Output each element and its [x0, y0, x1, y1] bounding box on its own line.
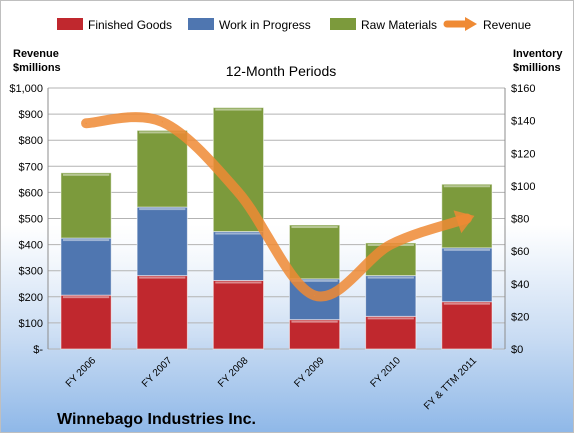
- bar-segment-finished-goods: [136, 275, 188, 350]
- revenue-point: [237, 191, 239, 193]
- bar-segment-highlight: [139, 208, 186, 211]
- bar-segment-highlight: [443, 185, 491, 188]
- bar-segment-finished-goods: [212, 279, 265, 350]
- bar-segment-highlight: [443, 302, 491, 305]
- left-tick-label: $700: [19, 161, 43, 173]
- category-labels: FY 2006 FY 2007 FY 2008 FY 2009 FY 2010 FY & …: [64, 355, 480, 412]
- left-tick-label: $400: [19, 240, 43, 252]
- bar-segment-highlight: [291, 320, 338, 323]
- bar-segment-highlight: [215, 232, 262, 235]
- legend-label-raw-materials: Raw Materials: [361, 18, 437, 32]
- bar-segment-highlight: [291, 279, 338, 282]
- legend: Finished Goods Work in Progress Raw Mate…: [57, 17, 531, 32]
- legend-swatch-raw-materials: [330, 18, 356, 30]
- right-axis-title-line2: $millions: [513, 62, 561, 74]
- bar-segment-highlight: [367, 276, 414, 279]
- left-tick-label: $800: [19, 135, 43, 147]
- right-tick-label: $40: [511, 279, 529, 291]
- legend-label-revenue: Revenue: [483, 18, 531, 32]
- left-tick-label: $1,000: [9, 83, 43, 95]
- left-axis-title-line1: Revenue: [13, 48, 59, 60]
- legend-swatch-finished-goods: [57, 18, 83, 30]
- bar-segment-highlight: [291, 226, 338, 229]
- right-tick-label: $80: [511, 214, 529, 226]
- category-label: FY & TTM 2011: [422, 355, 479, 412]
- bar-segment-work-in-progress: [441, 247, 493, 303]
- category-label: FY 2008: [216, 355, 251, 390]
- left-axis-title-line2: $millions: [13, 62, 61, 74]
- legend-arrowhead-revenue: [465, 17, 477, 31]
- bars: [60, 107, 493, 350]
- bar-segment-highlight: [62, 296, 110, 299]
- bar-segment-finished-goods: [365, 315, 417, 350]
- right-tick-label: $20: [511, 311, 529, 323]
- legend-label-finished-goods: Finished Goods: [88, 18, 172, 32]
- legend-label-work-in-progress: Work in Progress: [219, 18, 311, 32]
- axis-ticks: $- $100 $200 $300 $400 $500 $600 $700 $800 $900 $1…: [9, 83, 535, 356]
- category-label: FY 2007: [140, 355, 175, 390]
- revenue-point: [314, 294, 316, 296]
- bar-segment-raw-materials: [60, 172, 112, 239]
- bar-segment-raw-materials: [136, 129, 188, 208]
- right-tick-label: $60: [511, 246, 529, 258]
- bar-segment-highlight: [215, 108, 262, 111]
- right-tick-label: $120: [511, 148, 535, 160]
- bar-segment-work-in-progress: [60, 237, 112, 296]
- right-tick-label: $140: [511, 116, 535, 128]
- bar-segment-work-in-progress: [136, 206, 188, 277]
- category-label: FY 2010: [368, 355, 403, 390]
- bar-segment-work-in-progress: [212, 231, 265, 281]
- category-label: FY 2006: [64, 355, 99, 390]
- left-tick-label: $500: [19, 214, 43, 226]
- left-tick-label: $900: [19, 109, 43, 121]
- bar-segment-highlight: [443, 248, 491, 251]
- revenue-point: [161, 121, 163, 123]
- bar-segment-highlight: [215, 281, 262, 284]
- chart-subtitle: 12-Month Periods: [226, 63, 337, 79]
- left-tick-label: $-: [33, 344, 43, 356]
- revenue-line-layer: [81, 112, 475, 302]
- left-tick-label: $300: [19, 266, 43, 278]
- bar-segment-highlight: [62, 239, 110, 242]
- left-tick-label: $100: [19, 318, 43, 330]
- gridlines: [47, 87, 506, 350]
- right-axis-title-line1: Inventory: [513, 48, 563, 60]
- company-name: Winnebago Industries Inc.: [57, 411, 256, 428]
- bar-segment-finished-goods: [441, 301, 493, 350]
- bar-segment-highlight: [62, 173, 110, 176]
- right-tick-label: $0: [511, 344, 523, 356]
- category-label: FY 2009: [292, 355, 327, 390]
- revenue-point: [466, 218, 468, 219]
- legend-swatch-work-in-progress: [188, 18, 214, 30]
- bar-segment-highlight: [367, 317, 414, 320]
- bar-segment-finished-goods: [288, 319, 341, 350]
- revenue-point: [85, 122, 87, 124]
- bar-segment-finished-goods: [60, 294, 112, 350]
- revenue-arrowhead: [453, 210, 475, 234]
- right-tick-label: $100: [511, 181, 535, 193]
- bar-segment-raw-materials: [288, 224, 341, 280]
- left-tick-label: $600: [19, 187, 43, 199]
- left-tick-label: $200: [19, 292, 43, 304]
- bar-segment-work-in-progress: [365, 275, 417, 317]
- bar-segment-highlight: [139, 276, 186, 279]
- revenue-point: [390, 244, 392, 246]
- right-tick-label: $160: [511, 83, 535, 95]
- bar-segment-highlight: [139, 131, 186, 134]
